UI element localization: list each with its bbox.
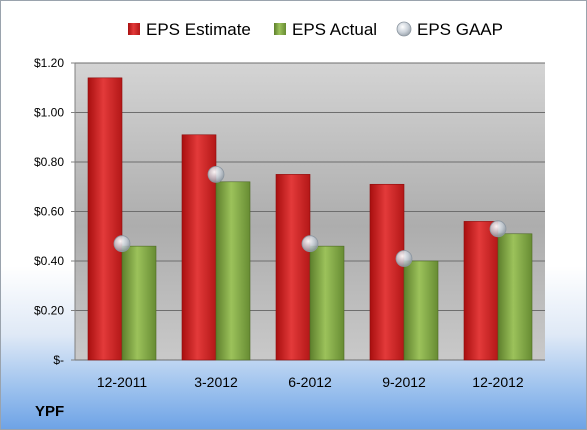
x-tick-label: 3-2012 xyxy=(194,374,238,390)
x-tick-label: 6-2012 xyxy=(288,374,332,390)
y-axis: $- $0.20 $0.40 $0.60 $0.80 $1.00 $1.20 xyxy=(34,56,76,367)
y-tick-label: $0.80 xyxy=(34,155,64,169)
x-tick-label: 12-2012 xyxy=(472,374,524,390)
y-tick-label: $0.40 xyxy=(34,254,64,268)
marker-eps-gaap xyxy=(207,165,225,183)
bar-eps-estimate xyxy=(87,77,123,361)
marker-eps-gaap xyxy=(489,220,507,238)
legend-label-gaap: EPS GAAP xyxy=(417,20,503,39)
legend: EPS Estimate EPS Actual EPS GAAP xyxy=(128,20,503,39)
marker-eps-gaap xyxy=(113,235,131,253)
bar-eps-estimate xyxy=(463,221,499,361)
ticker-label: YPF xyxy=(35,403,65,420)
y-tick-label: $1.20 xyxy=(34,56,64,70)
bar-eps-actual xyxy=(403,260,439,361)
x-tick-label: 9-2012 xyxy=(382,374,426,390)
x-axis: 12-2011 3-2012 6-2012 9-2012 12-2012 xyxy=(97,374,524,390)
legend-swatch-actual xyxy=(274,23,286,35)
bar-eps-estimate xyxy=(369,183,405,361)
bar-eps-estimate xyxy=(275,174,311,361)
bar-eps-actual xyxy=(309,245,345,361)
y-tick-label: $0.60 xyxy=(34,205,64,219)
y-tick-label: $1.00 xyxy=(34,106,64,120)
bar-eps-actual xyxy=(215,181,251,361)
legend-swatch-estimate xyxy=(128,23,140,35)
legend-label-actual: EPS Actual xyxy=(292,20,377,39)
marker-eps-gaap xyxy=(301,235,319,253)
bar-eps-actual xyxy=(497,233,533,361)
bar-eps-actual xyxy=(121,245,157,361)
marker-eps-gaap xyxy=(395,250,413,267)
y-tick-label: $- xyxy=(53,353,64,367)
x-tick-label: 12-2011 xyxy=(97,374,148,390)
legend-label-estimate: EPS Estimate xyxy=(146,20,251,39)
legend-swatch-gaap xyxy=(396,21,412,37)
gaap-markers xyxy=(113,165,507,267)
y-tick-label: $0.20 xyxy=(34,304,64,318)
